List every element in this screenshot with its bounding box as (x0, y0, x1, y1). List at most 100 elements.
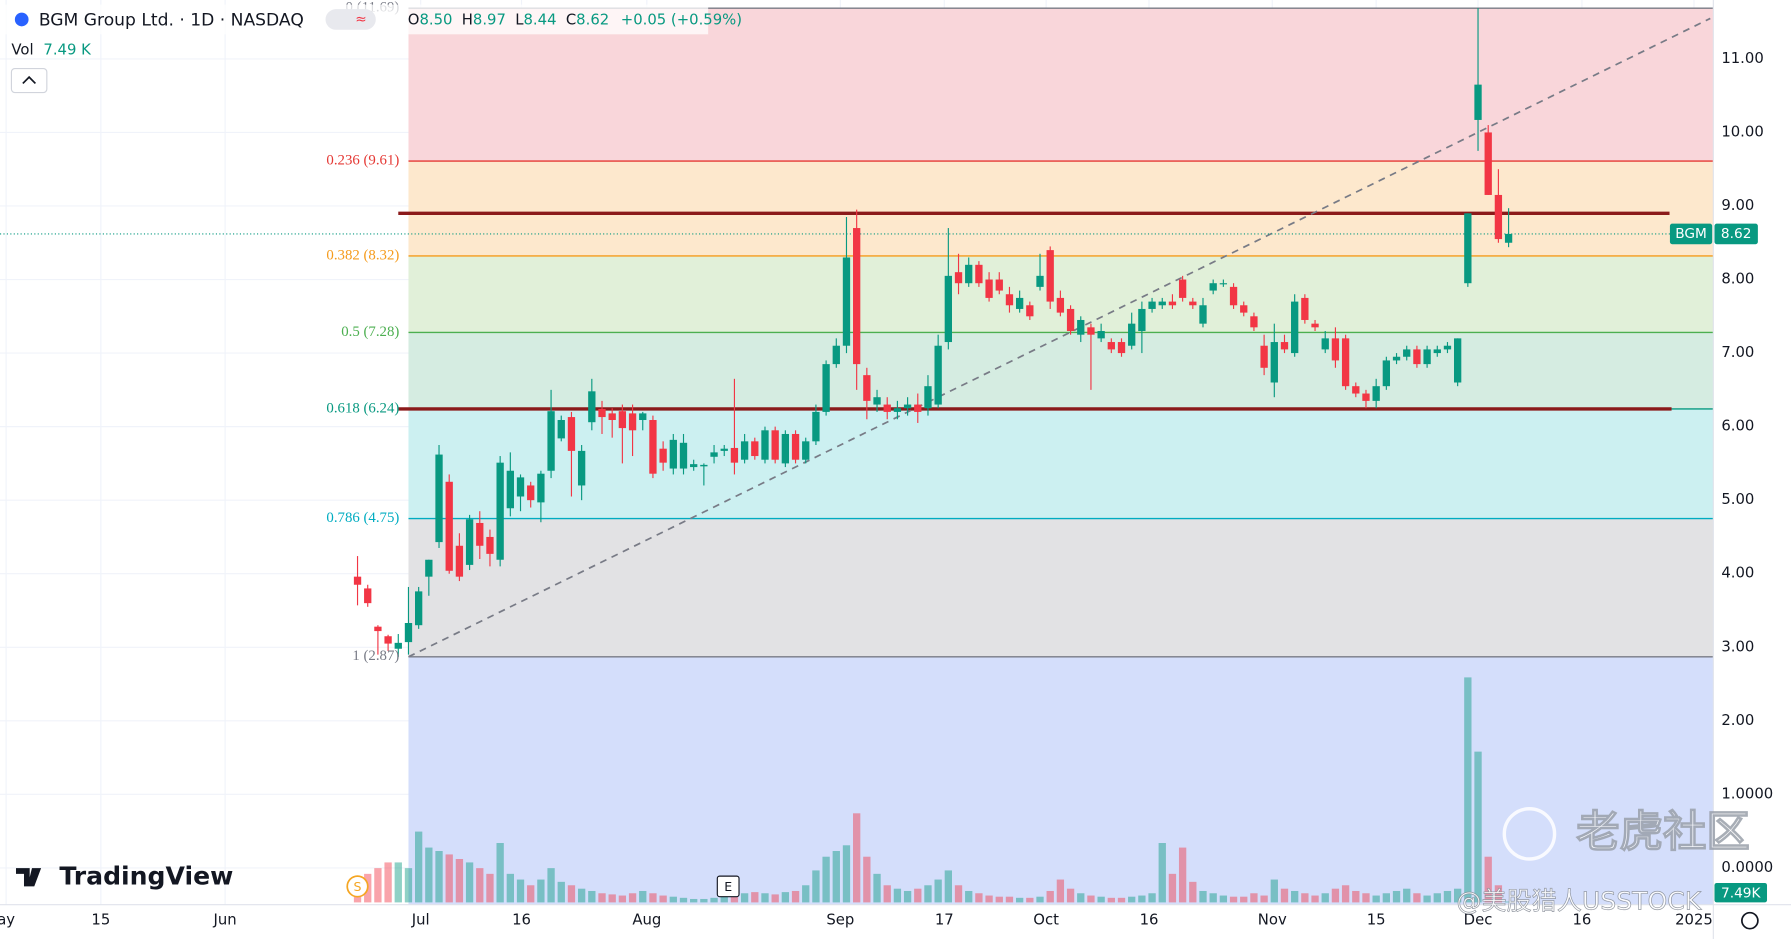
axes: 0.0000 1.0000 2.00 3.00 4.00 5.00 6.00 7.00 8.00… (0, 0, 1773, 929)
candle-body (1087, 327, 1095, 335)
candle-body (1321, 338, 1329, 350)
event-dividend[interactable] (346, 875, 369, 898)
x-tick-label: Dec (1464, 912, 1493, 929)
candle-body (751, 441, 759, 457)
volume-label: Vol (11, 41, 33, 58)
candle-body (1433, 349, 1441, 354)
volume-bar (832, 851, 840, 903)
candle-body (1352, 386, 1360, 394)
volume-bar (1403, 888, 1411, 903)
volume-bar (1189, 881, 1197, 903)
volume-bar (1158, 843, 1166, 903)
candle-body (404, 622, 413, 643)
volume-bar (812, 870, 820, 903)
candle-body (822, 364, 830, 412)
candle-body (608, 413, 616, 421)
volume-bar (557, 881, 565, 903)
volume-bar (1229, 896, 1238, 903)
ohlc-value: 8.62 (576, 12, 609, 29)
candle-body (1474, 84, 1482, 120)
volume-bar (404, 868, 413, 903)
volume-bar (710, 897, 718, 903)
y-tick-label: 11.00 (1721, 50, 1763, 67)
ohlc: O8.50 H8.97 L8.44 C8.62 +0.05 (+0.59%) (408, 12, 742, 29)
y-tick-label: 1.0000 (1721, 785, 1773, 802)
y-tick-label: 4.00 (1721, 565, 1754, 582)
price-badge-symbol: BGM (1675, 226, 1707, 242)
volume-bar (1331, 888, 1340, 903)
candle-body (1301, 297, 1309, 320)
volume-bar (1362, 893, 1370, 903)
volume-bar (1433, 893, 1441, 903)
volume-bar (751, 892, 759, 903)
volume-bar (649, 893, 657, 903)
volume-bar (476, 868, 484, 903)
candle-body (445, 481, 453, 571)
candle-body (1138, 308, 1146, 332)
candle-body (924, 386, 932, 409)
collapse-button[interactable] (10, 68, 48, 94)
settings-icon[interactable] (1741, 911, 1759, 930)
volume-bar (1128, 896, 1136, 903)
candle-body (659, 448, 667, 463)
candle-body (598, 408, 606, 418)
candle-body (1413, 349, 1421, 365)
price-badge-value: 8.62 (1721, 226, 1751, 242)
candle-body (639, 413, 647, 421)
x-tick-label: 16 (1572, 912, 1591, 929)
volume-value: 7.49 K (43, 41, 92, 58)
candle-body (1117, 342, 1126, 354)
volume-bar (577, 888, 586, 903)
volume-bar (771, 894, 779, 903)
volume-bar (527, 885, 535, 903)
volume-bar (537, 879, 545, 903)
volume-bar (1005, 896, 1014, 903)
y-tick-label: 7.00 (1721, 344, 1754, 361)
status-icons[interactable] (325, 9, 376, 30)
event-earnings[interactable] (716, 875, 740, 898)
candle-body (455, 545, 464, 577)
candle-body (700, 464, 708, 467)
candle-body (842, 257, 851, 346)
volume-bar (1026, 897, 1034, 903)
volume-bar (1097, 896, 1105, 903)
volume-bar (1036, 896, 1044, 903)
x-tick-label: Aug (632, 912, 661, 929)
fib-label: 0.236 (9.61) (326, 153, 399, 169)
volume-bar (435, 851, 443, 903)
volume-bar (1260, 895, 1268, 903)
y-tick-label: 8.00 (1721, 271, 1754, 288)
candle-body (1036, 275, 1044, 287)
volume-bar (740, 893, 749, 903)
ohlc-key: C (566, 12, 576, 29)
candle-body (415, 591, 423, 626)
volume-badge-value: 7.49K (1721, 885, 1761, 901)
volume-bar (903, 890, 912, 903)
fib-band (408, 332, 1714, 409)
volume-bar (374, 868, 382, 903)
volume-bar (1209, 893, 1217, 903)
author-watermark: @美股猎人USSTOCK (1456, 886, 1701, 915)
fib-label: 1 (2.87) (352, 648, 399, 664)
candle-body (914, 404, 922, 412)
volume-bar (1423, 895, 1431, 903)
candle-body (1494, 194, 1503, 240)
candle-body (832, 345, 840, 365)
candle-body (954, 272, 963, 284)
volume-bar (781, 892, 790, 903)
candle-body (903, 404, 912, 409)
candle-body (537, 473, 545, 503)
candle-body (1005, 294, 1014, 306)
fib-label: 0.5 (7.28) (341, 324, 399, 340)
volume-bar (1474, 751, 1482, 903)
volume-bar (628, 893, 637, 903)
volume-bar (1453, 888, 1462, 903)
candle-body (791, 433, 800, 460)
candle-body (1107, 342, 1115, 350)
symbol-logo (14, 12, 29, 27)
candle-body (1229, 286, 1238, 306)
volume-bar (1066, 888, 1075, 903)
volume-bar (700, 898, 708, 903)
x-tick-label: 15 (91, 912, 110, 929)
candle-body (374, 626, 382, 632)
